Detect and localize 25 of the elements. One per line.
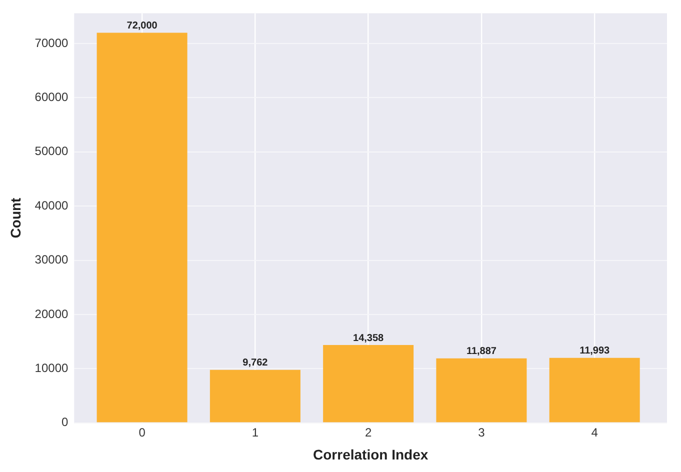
data-label: 11,993 bbox=[580, 346, 610, 357]
data-label: 14,358 bbox=[353, 332, 384, 344]
data-label: 9,762 bbox=[242, 358, 268, 369]
y-tick-label: 50000 bbox=[34, 144, 68, 158]
y-axis-title: Count bbox=[7, 197, 24, 238]
y-tick-label: 0 bbox=[61, 415, 68, 430]
bar bbox=[96, 32, 188, 422]
bar bbox=[210, 370, 300, 422]
data-label: 11,887 bbox=[466, 346, 497, 358]
x-tick-label: 2 bbox=[364, 425, 372, 440]
bar bbox=[549, 358, 640, 422]
y-tick-label: 40000 bbox=[34, 198, 68, 212]
x-axis-title: Correlation Index bbox=[313, 446, 428, 462]
bar bbox=[323, 345, 414, 422]
x-tick-label: 4 bbox=[591, 425, 598, 440]
y-tick-label: 30000 bbox=[34, 252, 68, 267]
y-tick-label: 10000 bbox=[34, 360, 68, 375]
y-tick-label: 70000 bbox=[34, 36, 68, 50]
y-tick-label: 60000 bbox=[34, 90, 68, 104]
bar bbox=[436, 358, 527, 422]
x-tick-label: 1 bbox=[252, 425, 259, 440]
x-tick-label: 3 bbox=[478, 425, 486, 440]
x-tick-label: 0 bbox=[138, 425, 146, 440]
data-label: 72,000 bbox=[126, 20, 158, 32]
y-tick-label: 20000 bbox=[34, 306, 68, 321]
